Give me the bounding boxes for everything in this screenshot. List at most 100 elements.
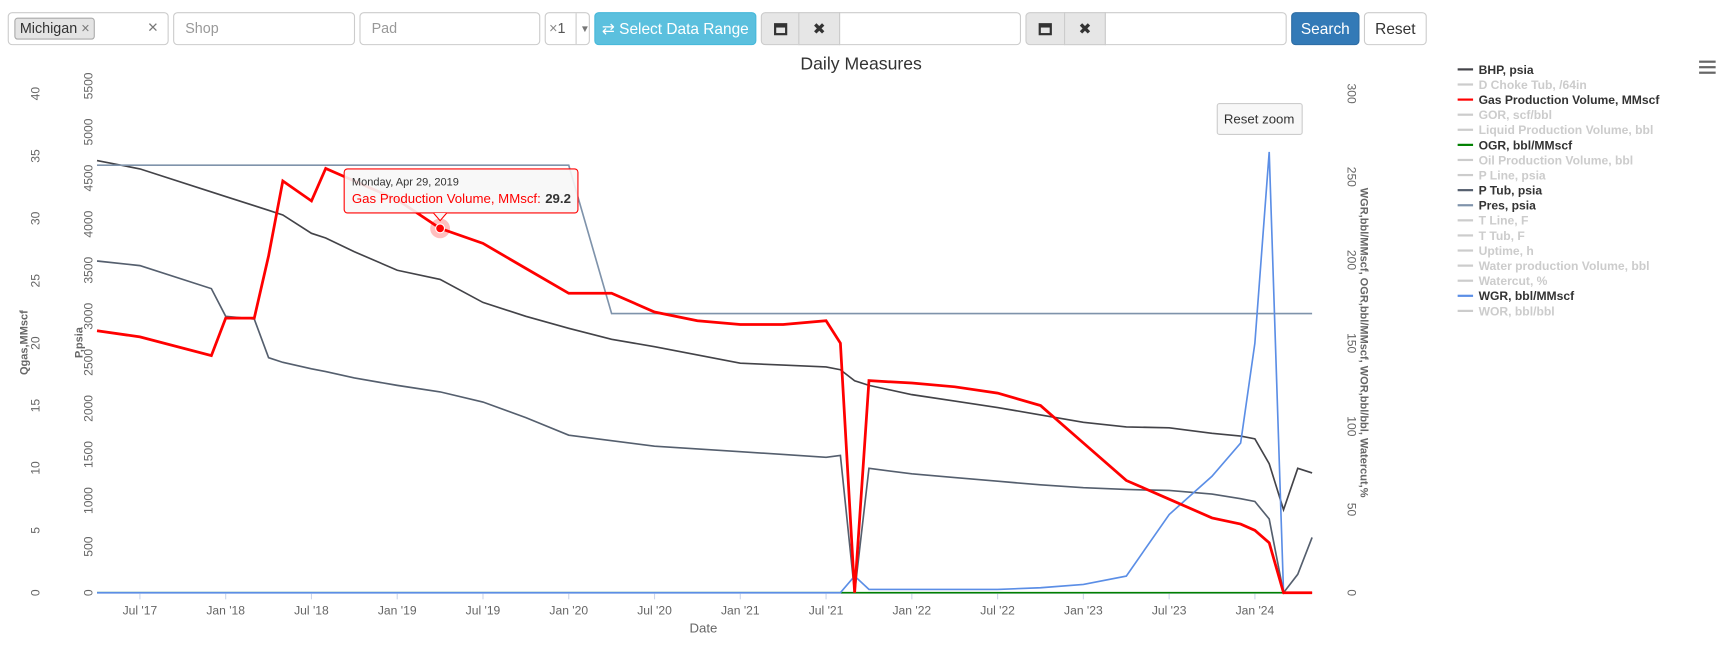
reset-zoom-button[interactable]: Reset zoom [1216, 103, 1303, 135]
legend-item[interactable]: OGR, bbl/MMscf [1457, 138, 1573, 152]
legend-label: T Line, F [1479, 214, 1529, 228]
x-tick-label: Jan '22 [892, 604, 931, 618]
count-text: 1 [557, 19, 566, 37]
calendar-icon [1038, 23, 1052, 36]
x-tick-label: Jul '23 [1152, 604, 1187, 618]
caret: ▼ [575, 13, 590, 45]
legend-item[interactable]: Pres, psia [1457, 199, 1537, 213]
legend-item[interactable]: Liquid Production Volume, bbl [1457, 123, 1654, 137]
y3-axis-title: WGR,bbl/MMscf, OGR,bbl/MMscf, WOR,bbl/bb… [1358, 188, 1370, 498]
calendar-button[interactable] [760, 12, 800, 46]
x-axis-title: Date [689, 620, 717, 635]
legend-item[interactable]: Oil Production Volume, bbl [1457, 153, 1634, 167]
x-tick-label: Jul '19 [466, 604, 501, 618]
legend-item[interactable]: WGR, bbl/MMscf [1457, 289, 1576, 303]
tooltip-value: 29.2 [545, 191, 571, 206]
y2-tick-label: 2500 [82, 349, 96, 376]
y2-tick-label: 4500 [82, 164, 96, 191]
y2-tick-label: 1500 [82, 441, 96, 468]
legend-item[interactable]: BHP, psia [1457, 63, 1534, 77]
x-tick-label: Jul '17 [123, 604, 158, 618]
x-tick-label: Jan '19 [378, 604, 417, 618]
y3-tick-label: 0 [1344, 589, 1358, 596]
legend-item[interactable]: WOR, bbl/bbl [1457, 304, 1555, 318]
start-date-input[interactable] [839, 12, 1022, 46]
legend-item[interactable]: P Tub, psia [1457, 184, 1543, 198]
legend-label: BHP, psia [1479, 63, 1534, 77]
y-tick-label: 15 [29, 399, 43, 413]
button-text: Reset zoom [1224, 111, 1295, 126]
region-select[interactable]: Michigan × × [7, 12, 169, 46]
chart-title: Daily Measures [800, 53, 922, 73]
y2-tick-label: 1000 [82, 487, 96, 514]
y3-tick-label: 150 [1344, 333, 1358, 353]
pad-input[interactable]: Pad [359, 12, 541, 46]
series-line [96, 260, 1313, 595]
y2-tick-label: 3000 [82, 303, 96, 330]
y3-tick-label: 300 [1344, 84, 1358, 104]
search-button[interactable]: Search [1291, 12, 1360, 46]
clear-icon[interactable]: × [549, 19, 558, 37]
x-tick-label: Jul '18 [294, 604, 329, 618]
x-tick-label: Jan '18 [206, 604, 245, 618]
legend-label: WGR, bbl/MMscf [1479, 289, 1576, 303]
region-text: Michigan [19, 19, 78, 37]
legend-item[interactable]: P Line, psia [1457, 168, 1546, 182]
shop-placeholder: Shop [185, 19, 219, 37]
legend-item[interactable]: Watercut, % [1457, 274, 1548, 288]
menu-icon[interactable] [1699, 60, 1716, 74]
button-text: Select Data Range [619, 19, 749, 38]
select-range-button[interactable]: ⇄ Select Data Range [594, 12, 757, 46]
legend-label: Oil Production Volume, bbl [1479, 153, 1634, 167]
y3-tick-label: 250 [1344, 167, 1358, 187]
calendar-icon [773, 23, 787, 36]
tooltip-pointer [433, 212, 448, 222]
legend-item[interactable]: Gas Production Volume, MMscf [1457, 93, 1661, 107]
y2-tick-label: 5000 [82, 118, 96, 145]
y3-tick-label: 200 [1344, 250, 1358, 270]
legend-label: Water production Volume, bbl [1479, 259, 1650, 273]
x-tick-label: Jan '20 [549, 604, 588, 618]
shop-input[interactable]: Shop [173, 12, 356, 46]
legend-item[interactable]: GOR, scf/bbl [1457, 108, 1552, 122]
y-tick-label: 25 [29, 274, 43, 288]
y-tick-label: 0 [29, 589, 43, 596]
region-tag[interactable]: Michigan × [14, 17, 96, 40]
calendar-button[interactable] [1025, 12, 1066, 46]
legend-item[interactable]: Water production Volume, bbl [1457, 259, 1650, 273]
tooltip-date: Monday, Apr 29, 2019 [352, 176, 459, 188]
end-date-input[interactable] [1104, 12, 1287, 46]
clear-icon[interactable]: × [147, 18, 159, 38]
hover-point [435, 223, 446, 234]
y-tick-label: 10 [29, 461, 43, 475]
legend-label: Pres, psia [1479, 199, 1537, 213]
x-tick-label: Jan '23 [1064, 604, 1103, 618]
legend-item[interactable]: T Tub, F [1457, 229, 1525, 243]
tag-remove[interactable]: × [81, 19, 90, 37]
count-select[interactable]: ×1 ▼ [544, 12, 590, 46]
clear-date-button[interactable]: ✖ [1064, 12, 1106, 46]
y2-tick-label: 3500 [82, 256, 96, 283]
legend-label: Gas Production Volume, MMscf [1479, 93, 1661, 107]
legend-label: WOR, bbl/bbl [1479, 304, 1555, 318]
x-tick-label: Jan '21 [721, 604, 760, 618]
y2-tick-label: 4000 [82, 210, 96, 237]
x-tick-label: Jul '20 [637, 604, 672, 618]
tooltip-box [343, 168, 579, 214]
reset-button[interactable]: Reset [1363, 12, 1427, 46]
legend-item[interactable]: Uptime, h [1457, 244, 1534, 258]
legend-item[interactable]: T Line, F [1457, 214, 1529, 228]
tooltip-line: Gas Production Volume, MMscf: 29.2 [352, 191, 571, 206]
tooltip-series: Gas Production Volume, MMscf: [352, 191, 541, 206]
y-tick-label: 5 [29, 527, 43, 534]
y3-tick-label: 100 [1344, 416, 1358, 436]
legend-label: D Choke Tub, /64in [1479, 78, 1587, 92]
y2-tick-label: 500 [82, 536, 96, 556]
legend-label: GOR, scf/bbl [1479, 108, 1552, 122]
legend-label: Watercut, % [1479, 274, 1548, 288]
button-bg [1216, 103, 1303, 135]
legend-item[interactable]: D Choke Tub, /64in [1457, 78, 1587, 92]
series-line [97, 164, 1313, 315]
